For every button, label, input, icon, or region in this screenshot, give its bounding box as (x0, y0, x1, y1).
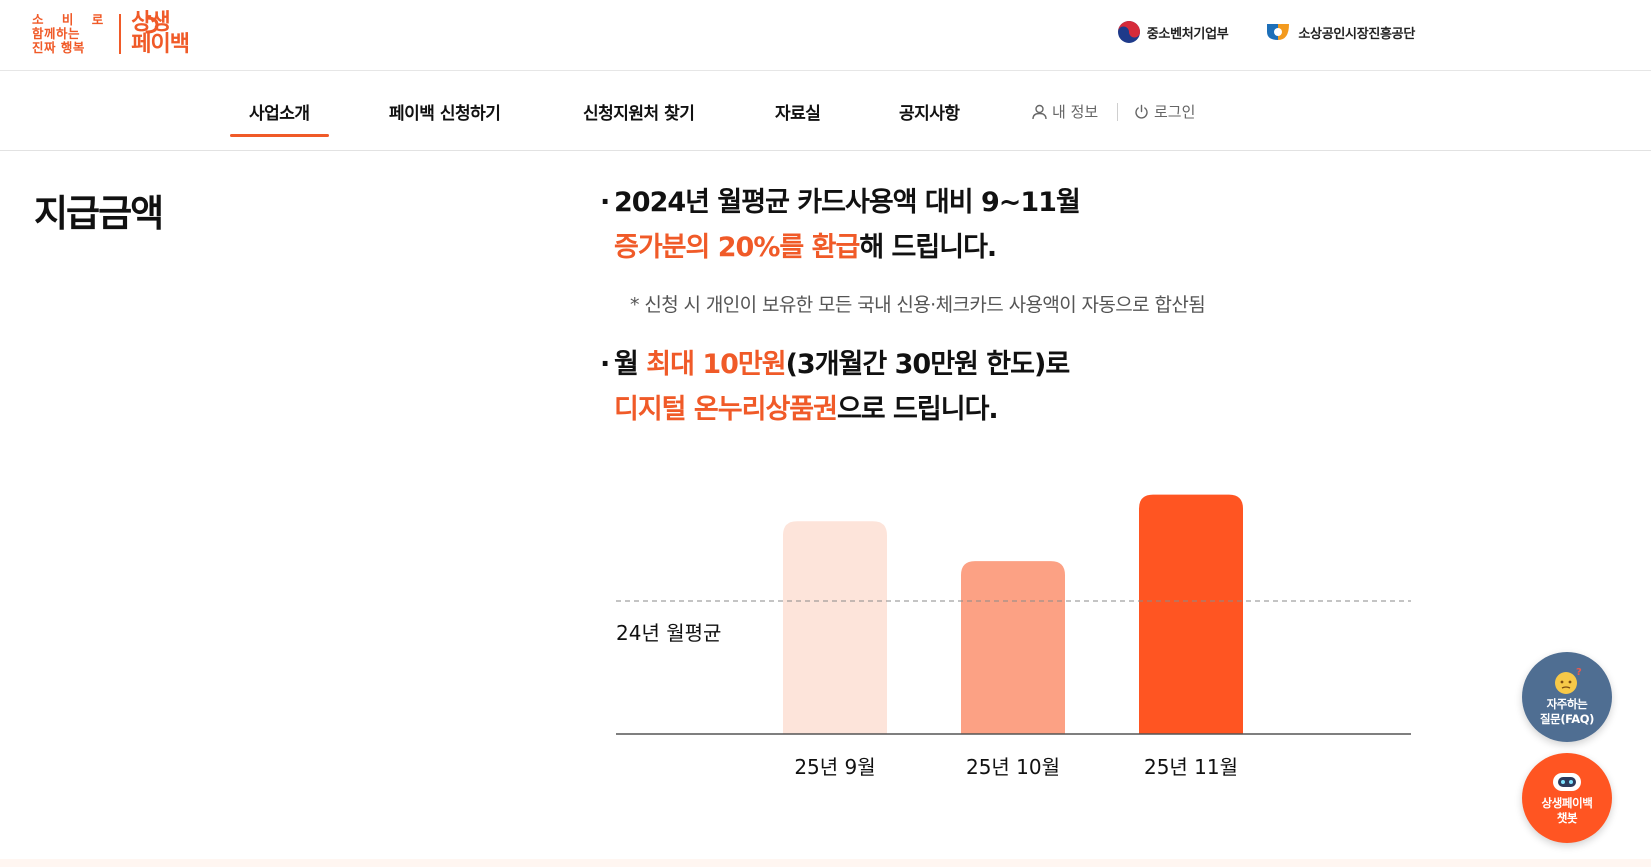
svg-text:?: ? (1576, 667, 1582, 678)
chatbot-label-line1: 상생페이백 (1541, 796, 1593, 810)
agency-semas-label: 소상공인시장진흥공단 (1298, 26, 1415, 42)
bullet-voucher-rest2: 으로 드립니다. (836, 394, 999, 425)
bullet-refund: · 2024년 월평균 카드사용액 대비 9~11월 증가분의 20%를 환급해… (600, 180, 1081, 270)
x-tick-label-1: 25년 9월 (794, 755, 875, 779)
reference-line-label: 24년 월평균 (616, 621, 721, 645)
main-nav: 사업소개 페이백 신청하기 신청지원처 찾기 자료실 공지사항 내 정보 로그인 (0, 71, 1651, 151)
nav-user-divider (1117, 103, 1118, 121)
chatbot-label-line2: 챗봇 (1556, 811, 1578, 825)
bullet-dot: · (600, 349, 610, 380)
taegeuk-icon (1117, 21, 1140, 43)
robot-icon (1553, 773, 1581, 791)
card-usage-note: * 신청 시 개인이 보유한 모든 국내 신용·체크카드 사용액이 자동으로 합… (630, 294, 1206, 316)
x-tick-label-2: 25년 10월 (966, 755, 1060, 779)
nav-item-intro[interactable]: 사업소개 (230, 99, 328, 137)
logo-tagline-line1: 소 비 로 (32, 12, 111, 27)
login-link[interactable]: 로그인 (1134, 101, 1195, 122)
top-bar: 소 비 로 함께하는 진짜 행복 상생 페이백 중소벤처기업부 (0, 0, 1651, 71)
bullet-voucher-rest1: (3개월간 30만원 한도)로 (785, 349, 1071, 380)
footer-strip (0, 859, 1651, 867)
nav-item-resources[interactable]: 자료실 (775, 104, 821, 124)
bullet-refund-line2: 증가분의 20%를 환급해 드립니다. (614, 225, 1080, 270)
logo-tagline-line3: 진짜 행복 (32, 40, 85, 55)
question-face-icon: ? (1555, 667, 1582, 694)
bullet-dot: · (600, 187, 610, 218)
my-info-link[interactable]: 내 정보 (1032, 101, 1098, 122)
user-icon (1032, 104, 1047, 119)
chart-bar-1 (783, 521, 887, 734)
agency-semas[interactable]: 소상공인시장진흥공단 (1264, 20, 1415, 44)
site-logo[interactable]: 소 비 로 함께하는 진짜 행복 상생 페이백 (32, 10, 190, 58)
power-icon (1135, 104, 1148, 119)
x-tick-label-3: 25년 11월 (1144, 755, 1238, 779)
my-info-label: 내 정보 (1052, 103, 1099, 121)
logo-brand: 상생 페이백 (131, 10, 190, 57)
nav-item-find-center[interactable]: 신청지원처 찾기 (583, 104, 695, 124)
logo-tagline-line2: 함께하는 (32, 26, 81, 41)
nav-item-notice[interactable]: 공지사항 (899, 104, 960, 124)
faq-label-line2: 질문(FAQ) (1539, 712, 1595, 726)
agency-mss-label: 중소벤처기업부 (1146, 26, 1229, 42)
bullet-voucher: · 월 최대 10만원(3개월간 30만원 한도)로 디지털 온누리상품권으로 … (600, 342, 1071, 432)
bullet-voucher-line2: 디지털 온누리상품권으로 드립니다. (614, 387, 1069, 432)
bullet-voucher-highlight1: 최대 10만원 (646, 349, 786, 380)
logo-brand-line1: 상생 (131, 10, 170, 35)
logo-arrow-icon (145, 16, 159, 34)
bullet-voucher-prefix: 월 (614, 349, 647, 380)
section-title: 지급금액 (34, 192, 164, 235)
agency-mss[interactable]: 중소벤처기업부 (1117, 20, 1229, 44)
bullet-voucher-highlight2: 디지털 온누리상품권 (614, 394, 838, 425)
logo-tagline: 소 비 로 함께하는 진짜 행복 (32, 13, 110, 55)
logo-brand-line2: 페이백 (131, 32, 190, 57)
chart-bar-3 (1139, 494, 1243, 734)
bullet-voucher-line1: 월 최대 10만원(3개월간 30만원 한도)로 (614, 342, 1071, 387)
semas-logo-icon (1267, 24, 1290, 40)
bullet-refund-rest: 해 드립니다. (859, 232, 997, 263)
bullet-refund-line1: 2024년 월평균 카드사용액 대비 9~11월 (614, 187, 1081, 218)
faq-label-line1: 자주하는 (1546, 697, 1588, 711)
logo-divider (119, 14, 122, 54)
login-label: 로그인 (1154, 103, 1196, 121)
bullet-refund-highlight: 증가분의 20%를 환급 (614, 232, 860, 263)
chatbot-button[interactable]: 상생페이백 챗봇 (1522, 753, 1612, 843)
chart-bar-2 (961, 561, 1065, 734)
faq-button[interactable]: ? 자주하는 질문(FAQ) (1522, 652, 1612, 742)
agency-logos: 중소벤처기업부 소상공인시장진흥공단 (1117, 20, 1415, 44)
nav-item-apply[interactable]: 페이백 신청하기 (389, 104, 501, 124)
